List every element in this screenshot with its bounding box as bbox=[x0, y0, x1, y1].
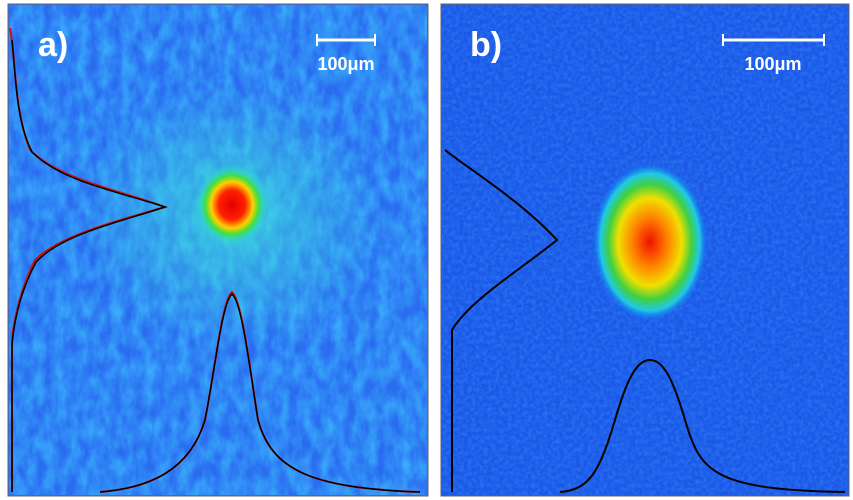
beam-spot bbox=[592, 162, 708, 322]
panel-a: a) 100μm bbox=[7, 3, 429, 497]
scale-bar-label: 100μm bbox=[317, 54, 374, 74]
panel-label: b) bbox=[470, 26, 502, 64]
vertical-profile bbox=[444, 149, 559, 492]
horizontal-profile-fit bbox=[99, 293, 421, 493]
vertical-profile-fit bbox=[11, 39, 168, 492]
horizontal-profile bbox=[559, 358, 846, 493]
scale-bar-label: 100μm bbox=[744, 54, 801, 74]
panel-label: a) bbox=[38, 26, 68, 64]
beam-spot bbox=[194, 163, 270, 247]
panel-b: b) 100μm bbox=[440, 3, 850, 497]
